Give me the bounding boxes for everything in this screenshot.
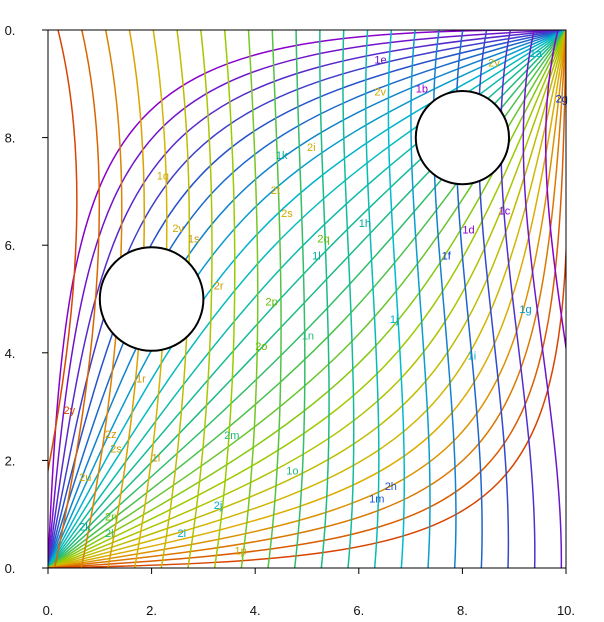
curve-label: 1h [359,218,371,230]
field-line-a-18 [48,30,566,568]
curve-label: 1r [136,373,146,385]
curve-label: 1m [369,493,384,505]
field-line-b-42 [432,30,457,568]
curve-label: 2s [110,443,122,455]
curve-label: 2i [307,142,316,154]
field-line-a-1 [48,30,566,568]
curve-label: 2z [105,429,117,441]
curve-label: 2j [214,500,223,512]
field-line-a-4 [48,30,566,568]
curve-label: 1l [152,452,161,464]
obstacles [98,89,511,352]
y-axis: 0. 2. 4. 6. 8. 0. [5,23,48,576]
curve-label: 2m [224,430,239,442]
y-tick-label: 0. [5,561,16,576]
curve-label: 2g [556,94,568,106]
curve-label: 2s [281,208,293,220]
y-tick-label: 2. [5,453,16,468]
curve-label: 1a [530,48,543,60]
field-line-a-24 [48,30,566,568]
field-line-b-36 [293,30,306,568]
curve-label: 1i [468,350,477,362]
field-line-b-47 [544,30,566,353]
field-line-b-40 [387,30,406,568]
field-line-a-22 [48,30,566,568]
curve-label: 2v [488,58,500,70]
field-line-a-19 [48,30,566,568]
field-line-a-2 [48,30,566,568]
field-line-b-41 [410,30,431,568]
curve-label: 2p [266,296,278,308]
circle-upper-right [414,89,511,186]
curve-label: 2q [317,234,329,246]
curve-label: 2v [172,223,184,235]
plot-frame [47,29,567,569]
field-line-b-46 [522,30,563,568]
curve-label: 2k [79,521,91,533]
curve-label: 1c [499,206,511,218]
curve-label: 1d [462,224,474,236]
field-line-b-32 [187,30,213,568]
field-line-a-7 [48,30,566,568]
field-line-a-23 [48,30,566,568]
field-line-b-39 [364,30,380,568]
curve-label: 2i [178,528,187,540]
field-line-b-35 [267,30,282,568]
x-tick-label: 10. [557,603,575,618]
curve-label: 1b [416,83,428,95]
y-tick-label: 4. [5,346,16,361]
field-line-b-37 [319,30,330,568]
x-tick-label: 4. [250,603,261,618]
field-line-a-5 [48,30,566,568]
field-line-a-25 [48,30,566,568]
field-line-b-26 [48,30,78,475]
curve-label: 1o [286,465,298,477]
field-line-b-38 [342,30,355,568]
field-line-b-34 [240,30,259,568]
curve-label: 1e [374,54,386,66]
field-line-b-45 [500,30,536,568]
curve-label: 1s [188,234,200,246]
curve-label: 2l [105,528,114,540]
curve-label: 1n [302,330,314,342]
curve-label: 1q [157,171,169,183]
y-tick-label: 8. [5,131,16,146]
curve-label: 1g [519,304,531,316]
curve-label: 2o [255,341,267,353]
curve-label: 1j [390,314,399,326]
curve-label: 2y [64,405,76,417]
curve-label: 2u [79,472,91,484]
x-axis: 0. 2. 4. 6. 8. 10. [43,568,575,618]
curve-label: 1p [234,546,246,558]
curve-label: 1f [442,251,452,263]
field-line-b-33 [213,30,236,568]
y-tick-label: 6. [5,238,16,253]
curve-label: 2v [374,87,386,99]
field-line-a-17 [48,30,566,568]
curve-label: 1k [276,150,288,162]
x-tick-label: 2. [146,603,157,618]
field-line-a-21 [48,30,566,568]
x-tick-label: 6. [353,603,364,618]
curve-label: 1l [312,251,321,263]
x-tick-label: 8. [457,603,468,618]
curve-label: 2r [214,280,224,292]
circle-lower-left [98,246,205,352]
curve-label: 2t [271,185,280,197]
y-tick-label: 0. [5,23,16,38]
x-tick-label: 0. [43,603,54,618]
field-line-b-27 [53,30,101,568]
curve-label: 2h [385,481,397,493]
curve-label: 2n [105,512,117,524]
